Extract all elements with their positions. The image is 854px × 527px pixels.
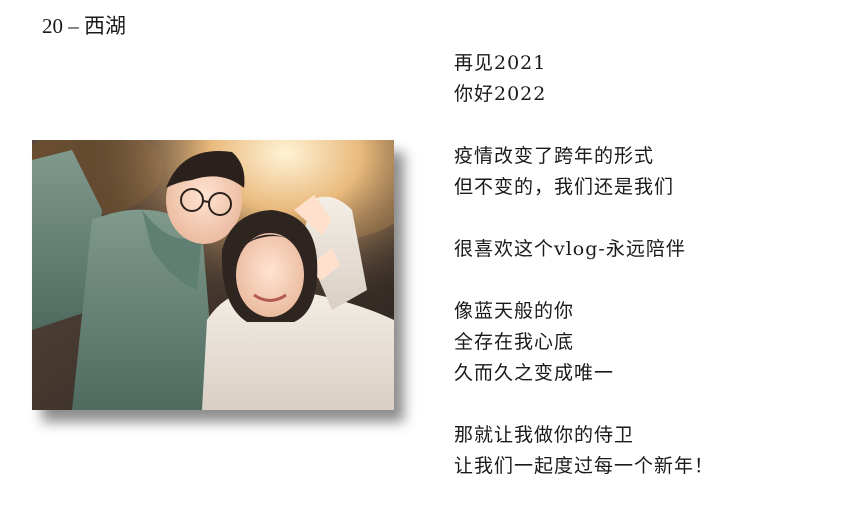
poem-text: 再见2021 你好2022 疫情改变了跨年的形式 但不变的，我们还是我们 很喜欢…: [454, 48, 844, 482]
poem-line: 但不变的，我们还是我们: [454, 176, 675, 198]
stanza-5: 那就让我做你的侍卫 让我们一起度过每一个新年！: [454, 420, 844, 482]
poem-line: 那就让我做你的侍卫: [454, 424, 635, 446]
stanza-4: 像蓝天般的你 全存在我心底 久而久之变成唯一: [454, 296, 844, 389]
couple-selfie-photo: [32, 140, 394, 410]
poem-line: 疫情改变了跨年的形式: [454, 145, 655, 167]
slide-title: 20 – 西湖: [42, 14, 126, 38]
photo-illustration-icon: [32, 140, 394, 410]
stanza-3: 很喜欢这个vlog-永远陪伴: [454, 234, 844, 265]
stanza-1: 再见2021 你好2022: [454, 48, 844, 110]
poem-line: 全存在我心底: [454, 331, 575, 353]
poem-line: 你好2022: [454, 83, 547, 105]
poem-line: 让我们一起度过每一个新年！: [454, 455, 715, 477]
poem-line: 久而久之变成唯一: [454, 362, 615, 384]
poem-line: 再见2021: [454, 52, 547, 74]
poem-line: 像蓝天般的你: [454, 300, 575, 322]
poem-line: 很喜欢这个vlog-永远陪伴: [454, 238, 686, 260]
stanza-2: 疫情改变了跨年的形式 但不变的，我们还是我们: [454, 141, 844, 203]
